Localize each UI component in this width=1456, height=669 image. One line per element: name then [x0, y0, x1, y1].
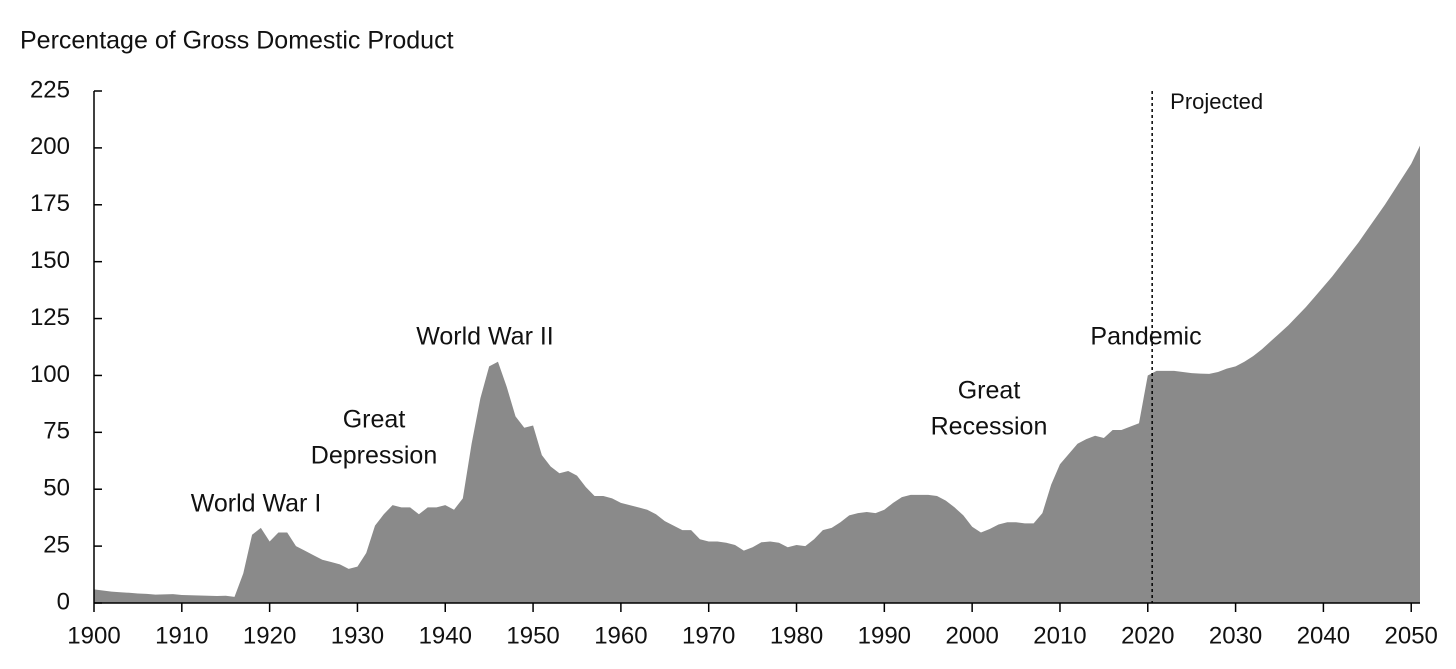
- annotation: Depression: [311, 442, 437, 470]
- x-tick-label: 2020: [1121, 622, 1174, 649]
- x-tick-label: 2000: [945, 622, 998, 649]
- y-axis-label: Percentage of Gross Domestic Product: [20, 27, 454, 55]
- x-tick-label: 1980: [770, 622, 823, 649]
- x-tick-label: 1950: [506, 622, 559, 649]
- y-tick-label: 75: [43, 418, 70, 445]
- x-tick-label: 2040: [1297, 622, 1350, 649]
- annotation: Pandemic: [1090, 323, 1201, 351]
- y-tick-label: 100: [30, 361, 70, 388]
- y-tick-label: 150: [30, 247, 70, 274]
- x-tick-label: 2010: [1033, 622, 1086, 649]
- annotation: World War I: [191, 490, 322, 518]
- x-tick-label: 1990: [858, 622, 911, 649]
- y-tick-label: 175: [30, 190, 70, 217]
- annotation: Recession: [931, 413, 1048, 441]
- annotation: World War II: [416, 323, 554, 351]
- x-tick-label: 1970: [682, 622, 735, 649]
- y-tick-label: 0: [57, 588, 70, 615]
- y-tick-label: 50: [43, 475, 70, 502]
- x-tick-label: 1940: [419, 622, 472, 649]
- projection-label: Projected: [1170, 89, 1263, 114]
- y-tick-label: 25: [43, 531, 70, 558]
- annotation: Great: [343, 406, 406, 434]
- x-tick-label: 1930: [331, 622, 384, 649]
- x-tick-label: 1920: [243, 622, 296, 649]
- annotation: Great: [958, 377, 1021, 405]
- x-tick-label: 2030: [1209, 622, 1262, 649]
- x-tick-label: 1900: [67, 622, 120, 649]
- y-tick-label: 125: [30, 304, 70, 331]
- y-tick-label: 200: [30, 133, 70, 160]
- x-tick-label: 1910: [155, 622, 208, 649]
- y-tick-label: 225: [30, 76, 70, 103]
- area: [94, 145, 1420, 603]
- x-tick-label: 1960: [594, 622, 647, 649]
- x-tick-label: 2050: [1385, 622, 1438, 649]
